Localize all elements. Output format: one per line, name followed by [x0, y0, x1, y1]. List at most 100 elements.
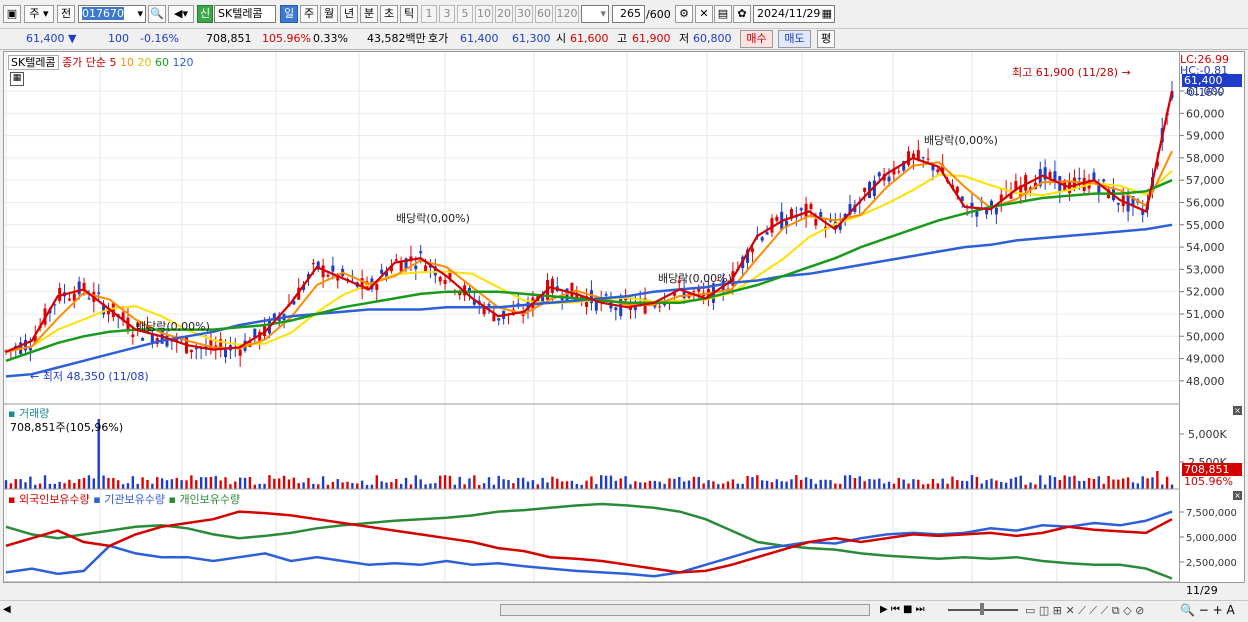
period-tick[interactable]: 틱 [400, 5, 418, 23]
stock-name-field[interactable]: SK텔레콤 [214, 5, 276, 23]
volume-bar [429, 483, 432, 489]
dividend-note: 배당락(0,00%) [396, 212, 470, 225]
candle-body [872, 180, 876, 197]
holdings-legend: ▪ 외국인보유수량 ▪ 기관보유수량 ▪ 개인보유수량 [8, 491, 240, 507]
stock-type-label: 주 [29, 7, 40, 20]
calculator-icon[interactable]: ▦ [10, 72, 24, 86]
period-week[interactable]: 주 [300, 5, 318, 23]
count-input[interactable]: 265 [612, 5, 645, 23]
volume-bar [1029, 482, 1032, 489]
period-minute[interactable]: 분 [360, 5, 378, 23]
candle-body [897, 171, 901, 173]
volume-bar [663, 483, 666, 489]
volume-bar [731, 479, 735, 489]
volume-bar [497, 475, 500, 489]
zoom-icons[interactable]: 🔍 − + A [1180, 603, 1235, 617]
volume-bar [346, 481, 349, 489]
volume-bar [824, 479, 827, 489]
sound-icon[interactable]: ◀▾ [168, 5, 194, 23]
candle-body [472, 300, 476, 305]
candle-body [658, 306, 662, 308]
candle-body [238, 349, 242, 356]
zoom-handle[interactable] [980, 603, 984, 615]
candle-body [955, 186, 959, 193]
scroll-left-icon[interactable]: ◀ [3, 604, 11, 615]
minute-120[interactable]: 120 [555, 5, 579, 23]
volume-bar [707, 480, 710, 489]
volume-bar [336, 479, 339, 489]
drawing-tools[interactable]: ▭ ◫ ⊞ ✕ ⟋ ⟋ ⟋ ⧉ ◇ ⊘ [1025, 604, 1145, 617]
volume-bar [287, 479, 291, 489]
price-tick-label: 51,000 [1186, 308, 1225, 321]
minute-30[interactable]: 30 [515, 5, 533, 23]
volume-bar [1156, 471, 1159, 489]
stock-type-select[interactable]: 주 ▾ [24, 5, 54, 23]
avg-button[interactable]: 평 [817, 30, 835, 48]
candle-body [833, 221, 837, 229]
volume-bar [312, 483, 315, 489]
chart-plot[interactable]: 최고 61,900 (11/28) → ← 최저 48,350 (11/08) 배당… [4, 52, 1179, 582]
last-price-marker: 61,400 [1182, 74, 1242, 87]
volume-bar [1117, 479, 1120, 489]
scroll-bar[interactable]: ◀ ▶ ⏮ ■ ⏭ ▭ ◫ ⊞ ✕ ⟋ ⟋ ⟋ ⧉ ◇ ⊘ 🔍 − + A [0, 600, 1248, 622]
calendar-icon[interactable]: ▦ [821, 7, 832, 20]
candle-body [892, 168, 896, 175]
volume-bar [931, 478, 935, 489]
candle-body [775, 216, 779, 222]
chart-area[interactable]: 최고 61,900 (11/28) → ← 최저 48,350 (11/08) 배당… [3, 51, 1180, 583]
volume-bar [599, 475, 603, 489]
minute-3[interactable]: 3 [439, 5, 455, 23]
period-day[interactable]: 일 [280, 5, 298, 23]
candle-body [902, 161, 906, 171]
custom-period-input[interactable]: ▾ [581, 5, 609, 23]
scroll-thumb[interactable] [500, 604, 870, 616]
period-year[interactable]: 년 [340, 5, 358, 23]
minute-5[interactable]: 5 [457, 5, 473, 23]
volume-bar [531, 480, 535, 489]
indicator-icon[interactable]: ⚙ [675, 5, 693, 23]
volume-bar [443, 475, 447, 489]
candle-body [926, 158, 930, 160]
code-input[interactable]: 017670 ▾ [78, 5, 146, 23]
panel-stock-name[interactable]: SK텔레콤 [8, 55, 59, 70]
minute-1[interactable]: 1 [421, 5, 437, 23]
volume-bar [624, 476, 627, 489]
period-month[interactable]: 월 [320, 5, 338, 23]
sell-button[interactable]: 매도 [778, 30, 811, 48]
code-value: 017670 [82, 7, 124, 20]
volume-bar [858, 476, 861, 489]
chart-menu-icon[interactable]: ▣ [3, 5, 21, 23]
settings-icon[interactable]: ✿ [733, 5, 751, 23]
period-second[interactable]: 초 [380, 5, 398, 23]
candle-body [1048, 172, 1052, 179]
candle-body [941, 164, 945, 173]
volume-bar [131, 476, 135, 489]
candle-body [809, 203, 813, 210]
minute-20[interactable]: 20 [495, 5, 513, 23]
crosshair-icon[interactable]: ✕ [695, 5, 713, 23]
volume-bar [360, 480, 364, 489]
volume-bar [307, 478, 310, 489]
minute-10[interactable]: 10 [475, 5, 493, 23]
date-input[interactable]: 2024/11/29 ▦ [753, 5, 835, 23]
volume-bar [1024, 484, 1027, 489]
search-icon[interactable]: 🔍 [148, 5, 166, 23]
current-price: 61,400 ▼ [26, 32, 77, 45]
volume-bar [502, 479, 505, 489]
candle-body [682, 288, 686, 299]
volume-bar [746, 475, 749, 489]
volume-bar [4, 480, 8, 489]
volume-close-icon[interactable]: × [1233, 406, 1242, 415]
candle-body [672, 291, 676, 296]
volume-bar [970, 475, 974, 489]
candle-body [994, 207, 998, 215]
volume-bar [629, 484, 632, 489]
dividend-note: 배당락(0,00%) [136, 320, 210, 333]
holdings-close-icon[interactable]: × [1233, 491, 1242, 500]
market-button[interactable]: 전 [57, 5, 75, 23]
save-icon[interactable]: ▤ [714, 5, 732, 23]
scroll-controls[interactable]: ▶ ⏮ ■ ⏭ [880, 604, 925, 615]
buy-button[interactable]: 매수 [740, 30, 773, 48]
volume-bar [961, 480, 964, 489]
minute-60[interactable]: 60 [535, 5, 553, 23]
